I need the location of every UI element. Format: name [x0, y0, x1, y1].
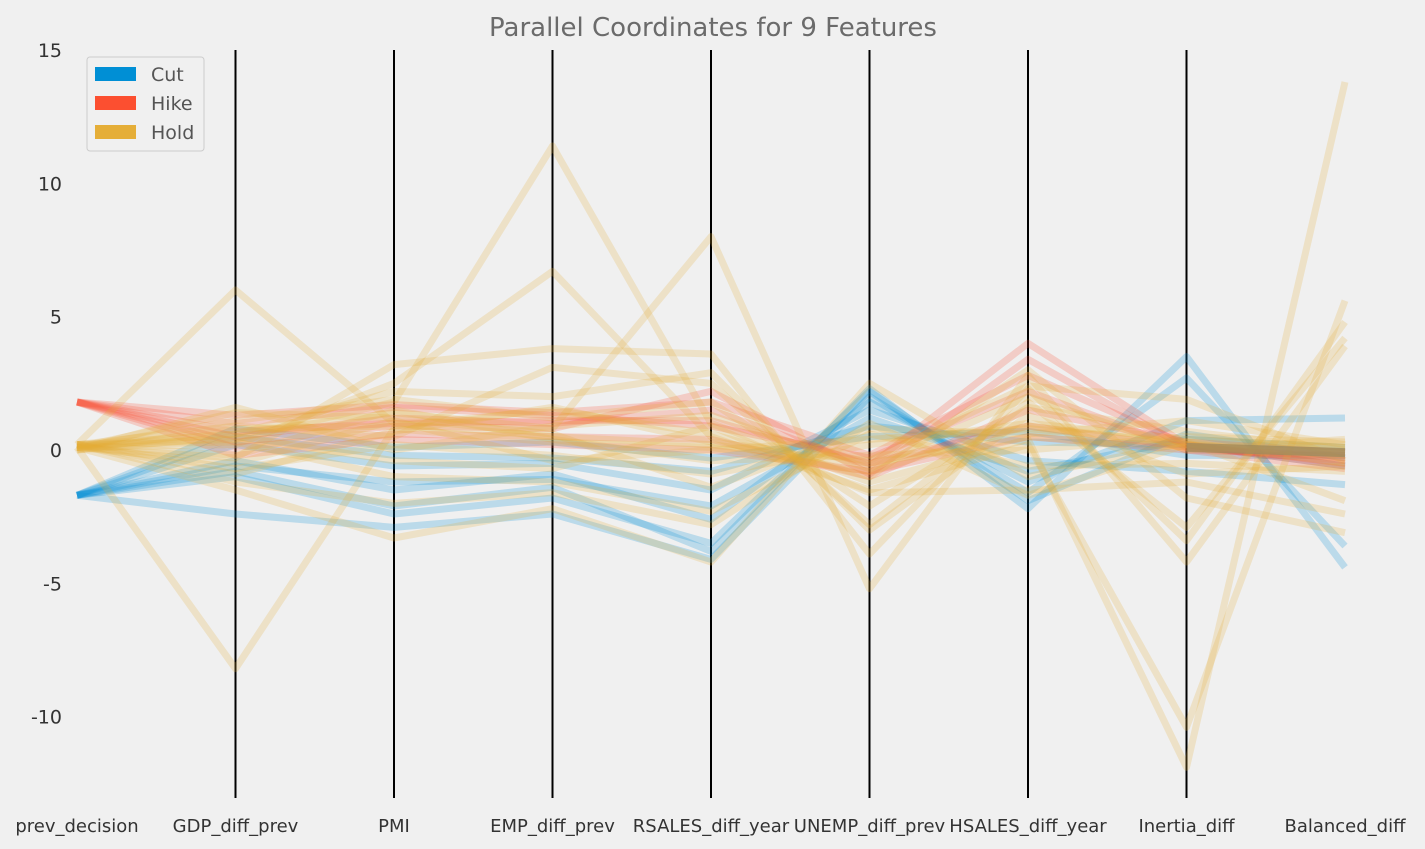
y-tick-label: 10 [38, 173, 62, 195]
y-tick-label: -10 [31, 707, 62, 729]
data-line-hold [76, 335, 1348, 531]
data-line-hold [76, 319, 1348, 558]
feature-axis-label: UNEMP_diff_prev [794, 816, 946, 837]
legend-label-hold: Hold [151, 122, 194, 144]
data-line-hold [76, 409, 1346, 491]
data-line-hold [76, 419, 1346, 478]
data-line-hold [76, 419, 1346, 529]
data-line-cut [76, 414, 1346, 510]
data-line-hold [76, 382, 1347, 478]
y-tick-label: 5 [50, 307, 62, 329]
data-line-hike [76, 398, 1346, 467]
legend-label-hike: Hike [151, 93, 193, 115]
data-line-hold [76, 366, 1346, 537]
data-line-hold [76, 422, 1346, 518]
data-lines [74, 81, 1349, 771]
legend-swatch-hold [95, 125, 136, 139]
feature-axis-label: PMI [378, 816, 410, 837]
data-line-hike [76, 387, 1346, 473]
feature-axis-labels: prev_decision GDP_diff_prev PMI EMP_diff_pr… [15, 816, 1406, 837]
legend-swatch-hike [95, 96, 136, 110]
chart-title: Parallel Coordinates for 9 Features [489, 13, 937, 43]
data-line-hold [76, 395, 1346, 510]
data-line-hold [76, 233, 1348, 593]
feature-axis-label: GDP_diff_prev [173, 816, 299, 837]
data-line-cut [76, 398, 1346, 523]
feature-axes [234, 50, 1188, 798]
feature-axis-label: Inertia_diff [1138, 816, 1235, 837]
y-tick-label: 0 [50, 440, 62, 462]
data-line-cut [76, 374, 1348, 563]
data-line-cut [75, 422, 1346, 499]
data-line-hold [74, 286, 1346, 467]
legend: Cut Hike Hold [86, 56, 205, 152]
data-line-cut [75, 406, 1346, 499]
data-line-hike [76, 398, 1346, 481]
y-tick-label: -5 [43, 573, 62, 595]
data-line-hike [76, 339, 1346, 470]
legend-swatch-cut [95, 67, 136, 81]
y-axis-ticks: -10 -5 0 5 10 15 [31, 40, 62, 729]
data-line-cut [76, 353, 1348, 570]
data-line-hike [75, 398, 1346, 475]
data-line-hold [76, 417, 1346, 467]
feature-axis-label: Balanced_diff [1284, 816, 1406, 837]
y-tick-label: 15 [38, 40, 62, 62]
data-line-hike [76, 371, 1346, 470]
feature-axis-label: RSALES_diff_year [633, 816, 790, 837]
data-line-cut [76, 387, 1346, 547]
data-line-hold [76, 267, 1349, 731]
data-line-hold [76, 379, 1347, 566]
legend-label-cut: Cut [151, 64, 184, 86]
feature-axis-label: prev_decision [15, 816, 138, 837]
data-line-hold [74, 422, 1346, 673]
data-line-hold [76, 430, 1346, 515]
data-line-hold [76, 393, 1346, 473]
data-line-hike [76, 355, 1346, 478]
data-line-cut [75, 425, 1345, 499]
data-line-hold [76, 81, 1349, 771]
data-line-hold [76, 406, 1346, 465]
feature-axis-label: HSALES_diff_year [949, 816, 1107, 837]
data-line-hold [76, 369, 1346, 534]
median-line [1186, 442, 1346, 458]
feature-axis-label: EMP_diff_prev [490, 816, 615, 837]
